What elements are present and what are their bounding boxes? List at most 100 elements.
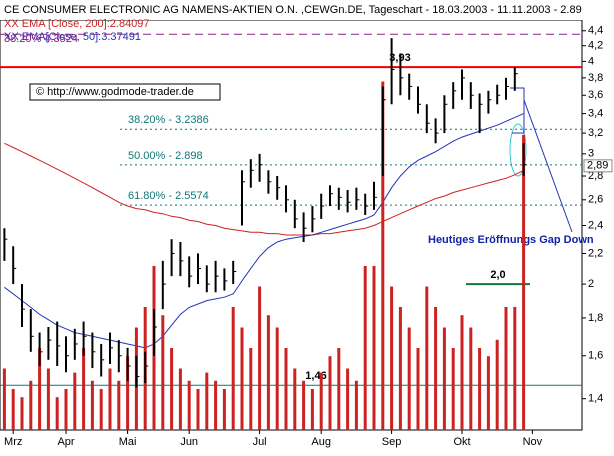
- volume-bar: [231, 307, 235, 430]
- fib-level-label: 61.80% - 2.5574: [128, 190, 209, 202]
- y-tick-label: 1,8: [588, 312, 603, 324]
- target-label: 2,0: [490, 269, 505, 281]
- volume-bar: [398, 307, 402, 430]
- title-bar: [0, 0, 614, 20]
- volume-bar: [302, 380, 306, 430]
- volume-bar: [99, 389, 103, 430]
- y-tick-label: 1,6: [588, 350, 603, 362]
- last-price-label: 2,89: [587, 160, 608, 172]
- volume-bar: [407, 327, 411, 430]
- arrow-line: [523, 99, 573, 233]
- volume-bar: [328, 356, 332, 430]
- volume-bar: [495, 339, 499, 430]
- volume-bar: [222, 389, 226, 430]
- y-tick-label: 2,6: [588, 194, 603, 206]
- volume-bar: [82, 348, 86, 430]
- volume-bar: [170, 348, 174, 430]
- volume-bar: [55, 397, 59, 430]
- volume-bar: [310, 389, 314, 430]
- volume-bar: [240, 327, 244, 430]
- volume-bar: [46, 368, 50, 430]
- gap-highlight: [509, 123, 527, 177]
- volume-bar: [513, 307, 517, 430]
- volume-bar: [416, 348, 420, 430]
- y-tick-label: 3,8: [588, 72, 603, 84]
- volume-bar: [249, 348, 253, 430]
- volume-bar: [486, 356, 490, 430]
- y-tick-label: 3: [588, 148, 594, 160]
- volume-bar: [460, 315, 464, 430]
- y-tick-label: 4,2: [588, 40, 603, 52]
- x-tick-label: Jun: [180, 436, 198, 448]
- volume-bar: [126, 356, 130, 430]
- volume-bar: [11, 389, 15, 430]
- volume-bar: [214, 380, 218, 430]
- volume-bar: [20, 397, 24, 430]
- y-tick-label: 2,8: [588, 170, 603, 182]
- y-tick-label: 3,4: [588, 108, 603, 120]
- volume-bar: [275, 327, 279, 430]
- y-tick-label: 3,2: [588, 127, 603, 139]
- volume-bar: [390, 286, 394, 430]
- volume-bar: [258, 286, 262, 430]
- volume-bar: [29, 380, 33, 430]
- annotation: Heutiges Eröffnungs Gap Down: [428, 234, 594, 246]
- volume-bar: [2, 368, 6, 430]
- volume-bar: [319, 372, 323, 430]
- volume-bar: [381, 81, 385, 430]
- y-tick-label: 2,2: [588, 247, 603, 259]
- x-tick-label: Jul: [253, 436, 267, 448]
- volume-bar: [372, 266, 376, 430]
- volume-bar: [434, 307, 438, 430]
- y-tick-label: 2: [588, 278, 594, 290]
- fib-level-label: 50.00% - 2.898: [128, 150, 203, 162]
- volume-bar: [73, 372, 77, 430]
- last-price-box: [583, 159, 613, 173]
- volume-bar: [425, 286, 429, 430]
- x-tick-label: Sep: [382, 436, 402, 448]
- y-tick-label: 1,4: [588, 393, 603, 405]
- x-tick-label: Apr: [57, 436, 74, 448]
- volume-bar: [442, 327, 446, 430]
- volume-bar: [469, 327, 473, 430]
- volume-bar: [504, 307, 508, 430]
- fib-level-label: 38.20% 4.3524: [4, 33, 78, 45]
- support-label: 1,46: [305, 370, 326, 382]
- volume-bar: [90, 380, 94, 430]
- volume-bar: [451, 348, 455, 430]
- volume-bar: [293, 368, 297, 430]
- volume-bar: [178, 368, 182, 430]
- volume-bar: [117, 380, 121, 430]
- gap-box: [510, 87, 525, 134]
- y-tick-label: 4: [588, 55, 594, 67]
- volume-bar: [205, 372, 209, 430]
- volume-bar: [187, 380, 191, 430]
- volume-bar: [161, 315, 165, 430]
- x-tick-label: Aug: [311, 436, 331, 448]
- fib-level-label: 38.20% - 3.2386: [128, 114, 209, 126]
- volume-bar: [337, 348, 341, 430]
- y-tick-label: 3,6: [588, 89, 603, 101]
- x-tick-label: Mrz: [4, 436, 22, 448]
- y-tick-label: 4,4: [588, 25, 603, 37]
- ema-line: [4, 142, 524, 236]
- volume-bar: [284, 348, 288, 430]
- volume-bar: [108, 368, 112, 430]
- x-tick-label: Mai: [119, 436, 137, 448]
- watermark-box: [29, 83, 221, 101]
- volume-bar: [354, 380, 358, 430]
- legend-entry: XX EMA [Close, 200]:2.84097: [4, 18, 150, 30]
- volume-bar: [38, 348, 42, 430]
- ema-line: [4, 113, 524, 349]
- x-tick-label: Nov: [523, 436, 543, 448]
- chart-title: CE CONSUMER ELECTRONIC AG NAMENS-AKTIEN …: [4, 4, 582, 16]
- y-tick-label: 2,4: [588, 219, 603, 231]
- volume-bar: [196, 389, 200, 430]
- volume-bar: [64, 389, 68, 430]
- volume-bar: [346, 368, 350, 430]
- volume-bar: [363, 266, 367, 430]
- volume-bar: [478, 348, 482, 430]
- x-tick-label: Okt: [453, 436, 470, 448]
